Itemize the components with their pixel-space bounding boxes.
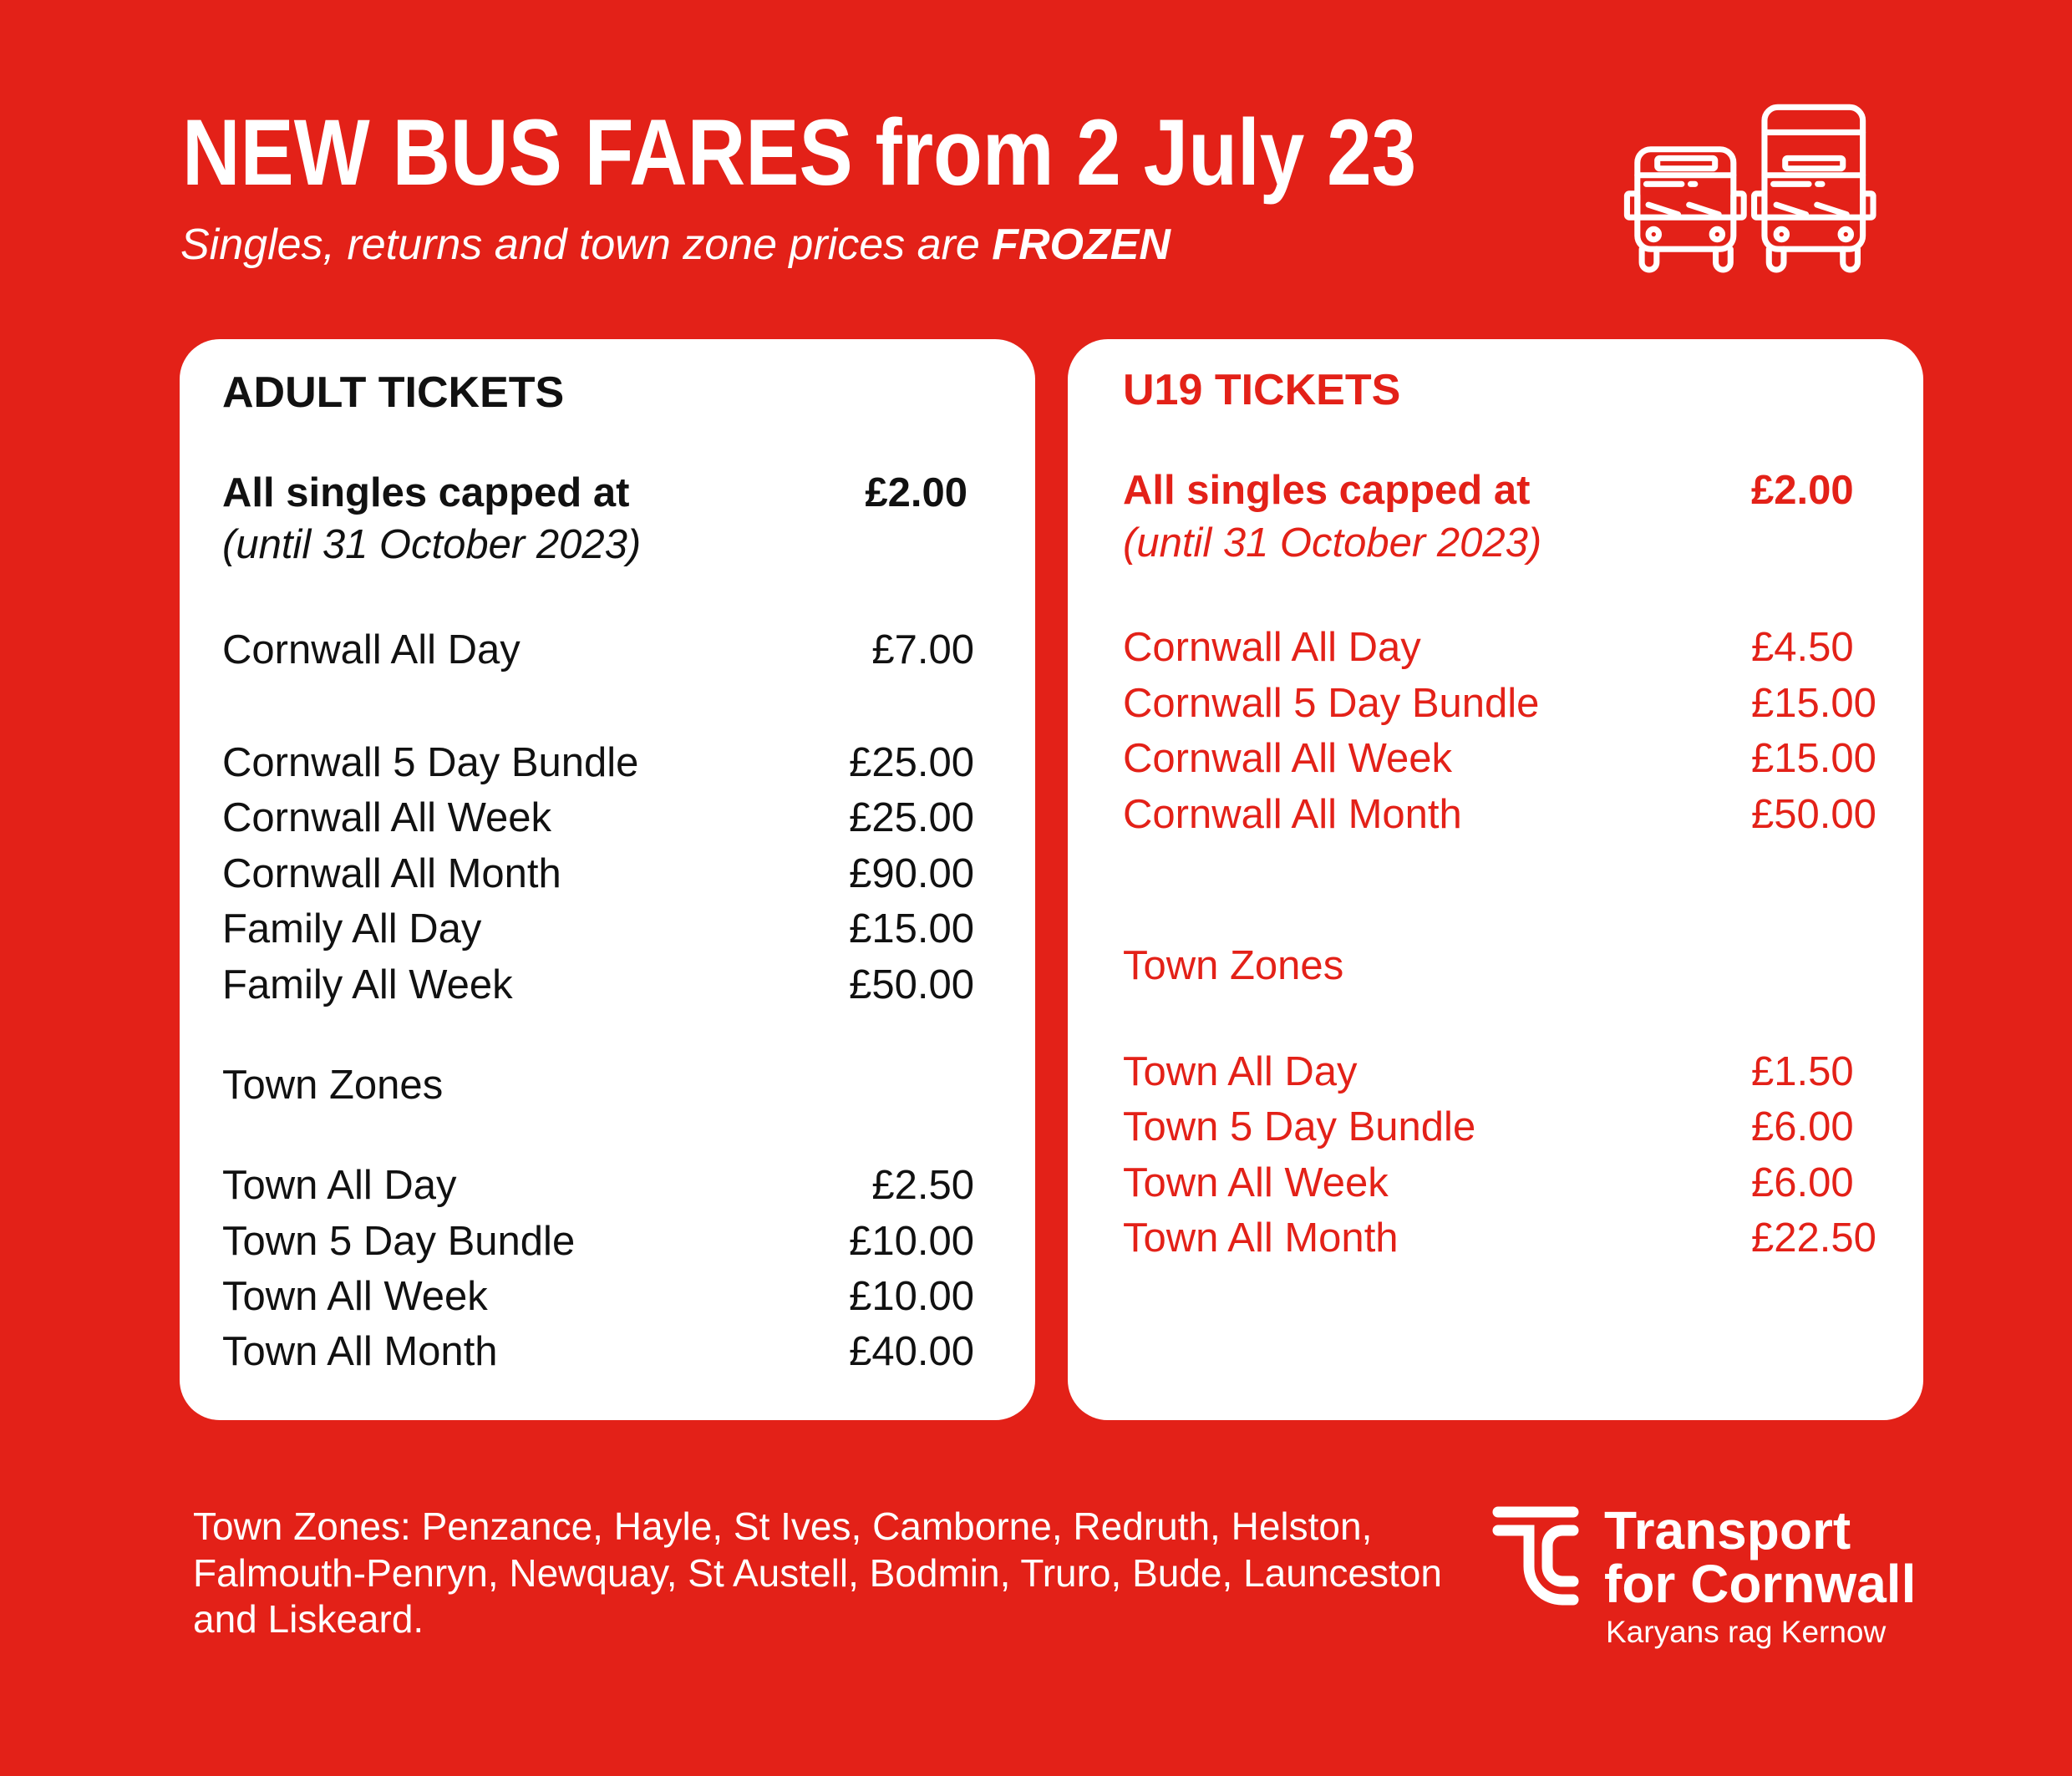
fare-price: £25.00: [849, 740, 974, 785]
fare-label: Cornwall 5 Day Bundle: [222, 740, 639, 785]
fare-price: £15.00: [849, 906, 974, 951]
town-fare-price: £6.00: [1751, 1160, 1854, 1205]
town-fare-label: Town All Month: [1123, 1215, 1399, 1261]
town-zones-heading: Town Zones: [222, 1063, 444, 1108]
subtitle-text: Singles, returns and town zone prices ar…: [180, 221, 993, 269]
town-fare-label: Town 5 Day Bundle: [222, 1219, 576, 1264]
town-fare-label: Town All Day: [1123, 1049, 1358, 1094]
town-fare-price: £1.50: [1751, 1049, 1854, 1094]
fare-price: £15.00: [1751, 681, 1876, 726]
singles-label: All singles capped at: [1123, 468, 1531, 513]
fare-price: £50.00: [1751, 792, 1876, 837]
town-fare-label: Town All Month: [222, 1329, 498, 1374]
town-fare-label: Town All Week: [1123, 1160, 1389, 1205]
fare-price: £7.00: [871, 627, 974, 672]
town-zones-heading: Town Zones: [1123, 943, 1344, 988]
fare-label: Cornwall 5 Day Bundle: [1123, 681, 1540, 726]
fare-label: Cornwall All Day: [1123, 625, 1421, 670]
tfc-logo-mark-icon: [1492, 1506, 1579, 1606]
singles-price: £2.00: [1751, 468, 1854, 513]
logo-tagline: Karyans rag Kernow: [1606, 1615, 1887, 1649]
town-fare-price: £10.00: [849, 1274, 974, 1319]
card-heading: ADULT TICKETS: [222, 368, 565, 417]
logo-line1: Transport: [1604, 1500, 1851, 1560]
logo-line2: for Cornwall: [1604, 1554, 1917, 1614]
fare-label: Cornwall All Week: [1123, 736, 1452, 781]
singles-note: (until 31 October 2023): [1123, 520, 1542, 566]
fare-label: Cornwall All Week: [222, 795, 551, 840]
town-zones-note: Town Zones: Penzance, Hayle, St Ives, Ca…: [193, 1505, 1442, 1641]
town-fare-price: £2.50: [871, 1163, 974, 1208]
page-title: NEW BUS FARES from 2 July 23: [182, 100, 1417, 205]
fare-label: Family All Week: [222, 962, 513, 1007]
singles-label: All singles capped at: [222, 470, 630, 515]
page-subtitle: Singles, returns and town zone prices ar…: [180, 219, 1171, 271]
fare-label: Cornwall All Month: [222, 851, 561, 896]
town-fare-label: Town All Week: [222, 1274, 488, 1319]
fare-label: Cornwall All Month: [1123, 792, 1462, 837]
town-fare-label: Town 5 Day Bundle: [1123, 1104, 1476, 1149]
fare-label: Cornwall All Day: [222, 627, 521, 672]
town-fare-price: £6.00: [1751, 1104, 1854, 1149]
fare-label: Family All Day: [222, 906, 482, 951]
town-fare-price: £22.50: [1751, 1215, 1876, 1261]
fare-price: £4.50: [1751, 625, 1854, 670]
fare-price: £50.00: [849, 962, 974, 1007]
two-buses-icon: [1623, 104, 1876, 273]
adult-tickets-card: [180, 339, 1035, 1420]
fare-price: £90.00: [849, 851, 974, 896]
town-fare-price: £40.00: [849, 1329, 974, 1374]
town-fare-label: Town All Day: [222, 1163, 457, 1208]
card-heading: U19 TICKETS: [1123, 366, 1401, 414]
subtitle-emphasis: FROZEN: [992, 221, 1171, 269]
u19-tickets-card: [1068, 339, 1923, 1420]
fare-price: £25.00: [849, 795, 974, 840]
singles-note: (until 31 October 2023): [222, 522, 642, 567]
singles-price: £2.00: [865, 470, 967, 515]
transport-for-cornwall-logo: Transport for Cornwall Karyans rag Kerno…: [1491, 1500, 1934, 1654]
fare-price: £15.00: [1751, 736, 1876, 781]
town-fare-price: £10.00: [849, 1219, 974, 1264]
